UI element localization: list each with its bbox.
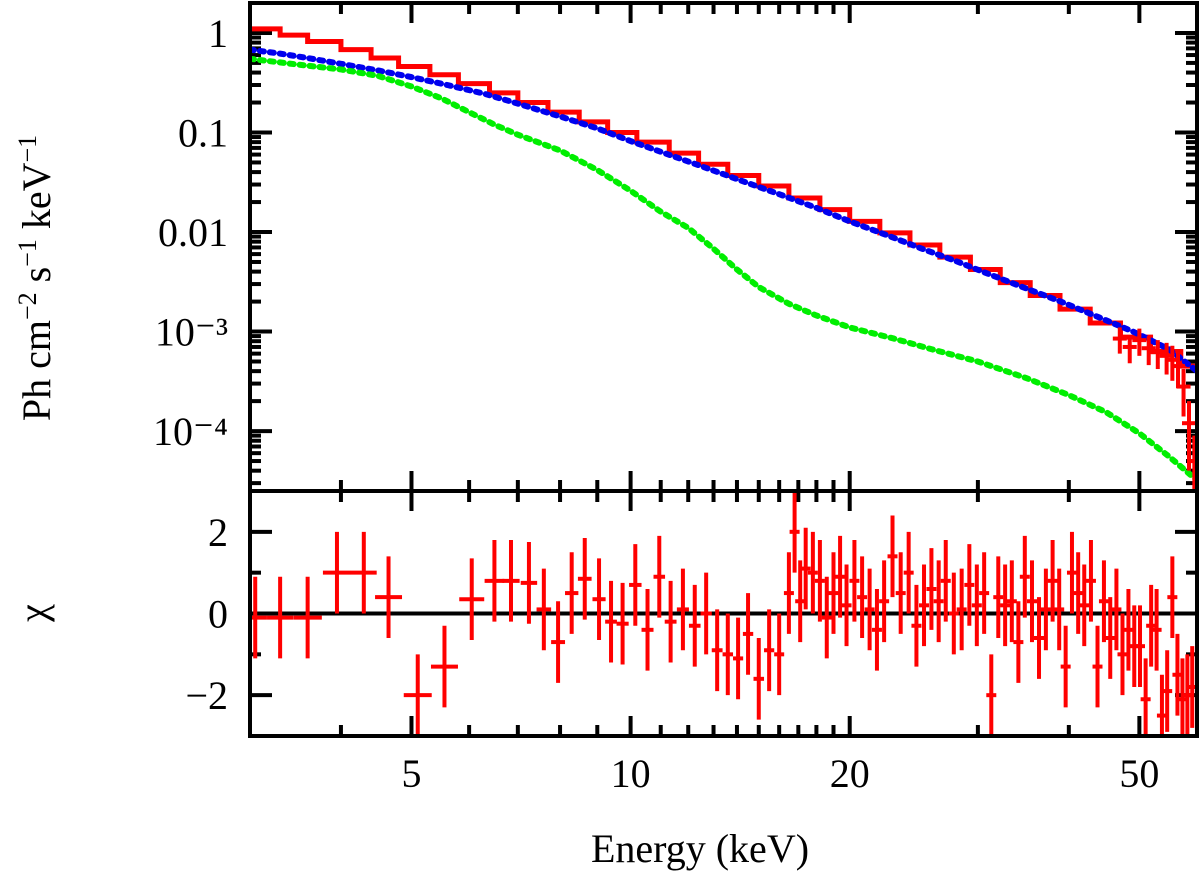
y-tick-label: 0 bbox=[208, 592, 228, 637]
residual-series bbox=[250, 491, 1197, 736]
residual-panel: 20−2 5 10 20 50 χ Energy (keV) bbox=[10, 489, 1199, 871]
y-axis-title-residual: χ bbox=[10, 604, 55, 623]
x-tick-label: 50 bbox=[1119, 751, 1159, 796]
x-tick-labels: 5 10 20 50 bbox=[401, 751, 1159, 796]
y-tick-label: 2 bbox=[208, 510, 228, 555]
spectrum-panel: 1 0.1 0.01 10⁻³ 10⁻⁴ Ph cm−2 s−1 keV−1 bbox=[13, 1, 1199, 493]
spectrum-series bbox=[250, 26, 1197, 491]
y-tick-label: 0.01 bbox=[158, 210, 228, 255]
y-tick-label: 0.1 bbox=[178, 110, 228, 155]
spectrum-y-tick-labels: 1 0.1 0.01 10⁻³ 10⁻⁴ bbox=[153, 11, 228, 454]
component-2-line bbox=[250, 55, 1197, 484]
y-axis-title-spectrum: Ph cm−2 s−1 keV−1 bbox=[13, 135, 60, 421]
y-tick-label: 10⁻³ bbox=[155, 310, 228, 355]
residual-y-tick-labels: 2 0 −2 bbox=[185, 510, 228, 718]
y-tick-label: −2 bbox=[185, 673, 228, 718]
y-tick-label: 10⁻⁴ bbox=[153, 409, 228, 454]
x-axis-title: Energy (keV) bbox=[591, 826, 809, 871]
y-tick-label: 1 bbox=[208, 11, 228, 56]
x-tick-label: 5 bbox=[401, 751, 421, 796]
x-tick-label: 10 bbox=[611, 751, 651, 796]
residual-frame bbox=[248, 489, 1199, 738]
x-tick-label: 20 bbox=[830, 751, 870, 796]
component-1-line bbox=[250, 46, 1197, 375]
